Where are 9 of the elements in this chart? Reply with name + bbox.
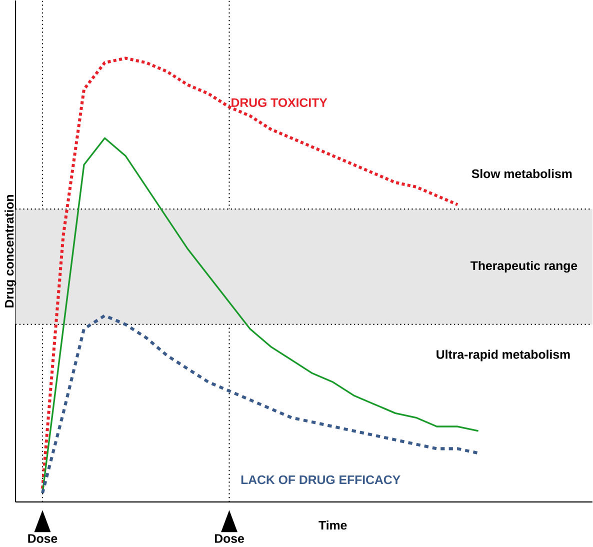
- annotation: Slow metabolism: [472, 168, 572, 178]
- band-label: Therapeutic range: [470, 260, 578, 272]
- annotation: DRUG TOXICITY: [232, 98, 328, 107]
- y-axis-title: Drug concentration: [4, 194, 16, 308]
- x-tick-label: Dose: [28, 534, 58, 543]
- x-axis-title: Time: [318, 520, 347, 530]
- x-tick-label: Dose: [214, 534, 244, 543]
- annotation: Ultra-rapid metabolism: [436, 350, 570, 362]
- annotation: LACK OF DRUG EFFICACY: [241, 475, 400, 484]
